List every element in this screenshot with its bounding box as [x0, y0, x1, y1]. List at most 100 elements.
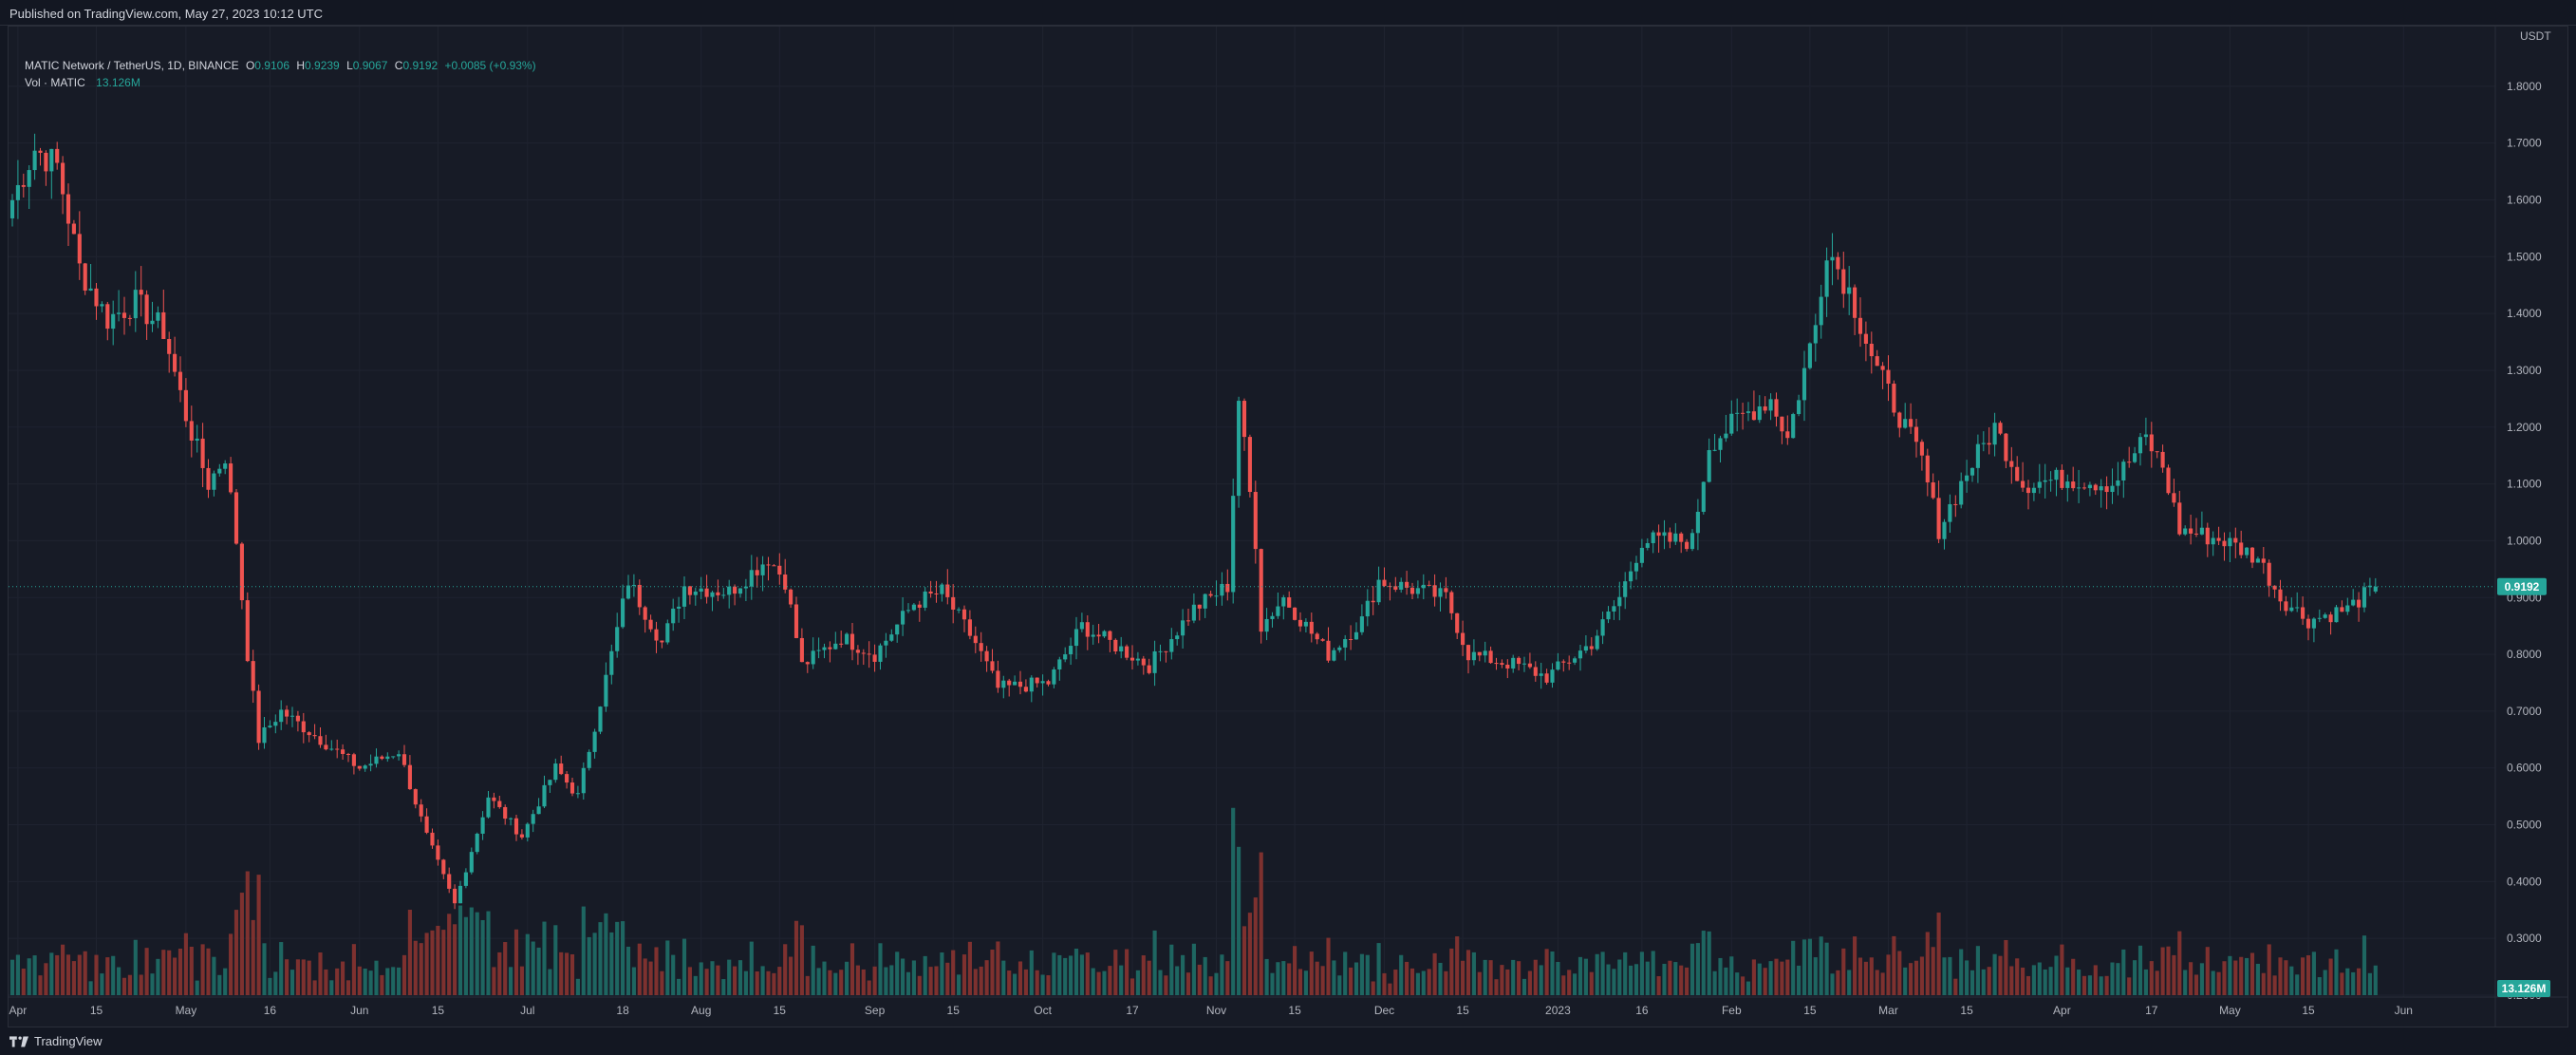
volume-bar [1561, 975, 1566, 995]
volume-bar [1701, 931, 1706, 995]
volume-bar [1057, 954, 1062, 995]
volume-bar [1679, 965, 1684, 995]
volume-bar [519, 966, 524, 995]
candle-body [1712, 449, 1717, 451]
volume-bar [1455, 936, 1460, 995]
candle-body [2216, 537, 2221, 541]
volume-bar [1461, 960, 1465, 995]
candle-body [1606, 611, 1611, 620]
candle-body [1461, 632, 1465, 646]
volume-bar [1869, 957, 1874, 995]
volume-bar [1651, 951, 1655, 995]
volume-bar [961, 954, 967, 995]
x-tick-label: Jun [2395, 1004, 2413, 1017]
candle-body [1259, 549, 1263, 632]
candle-body [1371, 600, 1375, 603]
volume-bar [973, 969, 978, 995]
volume-bar [1645, 961, 1650, 995]
candle-body [301, 721, 306, 733]
volume-bar [1544, 949, 1549, 995]
volume-bar [1780, 961, 1784, 995]
volume-bar [654, 947, 659, 995]
candle-body [1046, 681, 1051, 685]
candle-body [990, 661, 995, 671]
volume-bar [1303, 970, 1308, 995]
candlestick-chart[interactable]: USDT 1.8000 1.7000 1.6000 1.5000 1.4000 1.3000… [9, 27, 2567, 1027]
candle-body [94, 288, 99, 307]
candle-body [861, 652, 866, 654]
candle-body [2031, 487, 2036, 494]
volume-label[interactable]: Vol · MATIC [25, 76, 85, 89]
y-tick-label: 0.6000 [2507, 762, 2542, 775]
symbol-label[interactable]: MATIC Network / TetherUS, 1D, BINANCE [25, 59, 239, 72]
volume-bar [380, 974, 384, 995]
volume-bar [363, 969, 367, 995]
candle-body [2160, 451, 2165, 468]
x-tick-label: Oct [1034, 1004, 1052, 1017]
volume-bar [1801, 939, 1807, 995]
candle-body [1645, 542, 1650, 548]
candle-body [793, 604, 799, 638]
open-label: O [245, 59, 255, 72]
volume-bar [1337, 975, 1342, 995]
volume-bar [1353, 962, 1359, 995]
candle-body [1320, 639, 1325, 641]
candle-body [1847, 287, 1852, 294]
high-label: H [296, 59, 306, 72]
candle-body [380, 756, 384, 760]
volume-bar [1735, 972, 1740, 995]
volume-bar [615, 921, 620, 995]
volume-bar [1556, 961, 1560, 995]
volume-bar [374, 960, 379, 995]
candle-body [923, 591, 927, 608]
volume-bar [2065, 967, 2070, 995]
candle-body [1897, 412, 1902, 428]
candle-body [1707, 450, 1711, 482]
volume-bar [1617, 959, 1622, 995]
candle-body [374, 756, 379, 764]
candle-body [105, 304, 110, 330]
volume-bar [2272, 975, 2277, 995]
volume-bar [61, 944, 65, 995]
candle-body [1091, 634, 1095, 637]
volume-bar [2021, 967, 2025, 995]
volume-bar [1629, 965, 1633, 995]
volume-bar [1113, 950, 1118, 995]
volume-bar [2249, 952, 2255, 995]
candle-body [1589, 646, 1594, 650]
candle-body [592, 731, 597, 752]
candle-body [2267, 562, 2271, 586]
volume-bar [15, 954, 20, 995]
candle-body [2301, 607, 2305, 619]
volume-bar [737, 960, 743, 995]
candle-body [2249, 547, 2255, 563]
volume-bar [9, 959, 15, 995]
candle-body [1527, 663, 1532, 668]
chart-panel[interactable]: USDT 1.8000 1.7000 1.6000 1.5000 1.4000 1.3000… [8, 26, 2568, 1027]
x-tick-label: 15 [432, 1004, 445, 1017]
volume-bar [229, 933, 233, 995]
candle-body [905, 610, 911, 612]
volume-bar [419, 943, 423, 995]
candle-body [2172, 493, 2176, 503]
candle-body [951, 596, 956, 610]
volume-bar [401, 954, 407, 995]
tradingview-logo[interactable]: TradingView [9, 1034, 103, 1048]
volume-bar [1539, 965, 1543, 995]
candle-body [2328, 614, 2333, 623]
volume-bar [1981, 969, 1986, 995]
volume-bar [2093, 965, 2098, 995]
volume-bar [1707, 931, 1711, 995]
y-tick-label: 0.5000 [2507, 819, 2542, 832]
volume-bar [553, 925, 558, 995]
candle-body [469, 852, 474, 873]
price-axis[interactable]: USDT 1.8000 1.7000 1.6000 1.5000 1.4000 1.3000… [2494, 27, 2551, 1027]
time-axis[interactable]: Apr 15 May 16 Jun 15 Jul 18 Aug 15 Sep 15 Oct 17 Nov 15… [9, 996, 2567, 1017]
volume-bar [849, 943, 855, 995]
volume-bar [2048, 967, 2053, 995]
volume-bar [1685, 967, 1689, 995]
candle-body [569, 782, 575, 794]
candle-body [1857, 317, 1863, 334]
volume-bar [2373, 965, 2378, 995]
volume-bar [755, 970, 759, 995]
